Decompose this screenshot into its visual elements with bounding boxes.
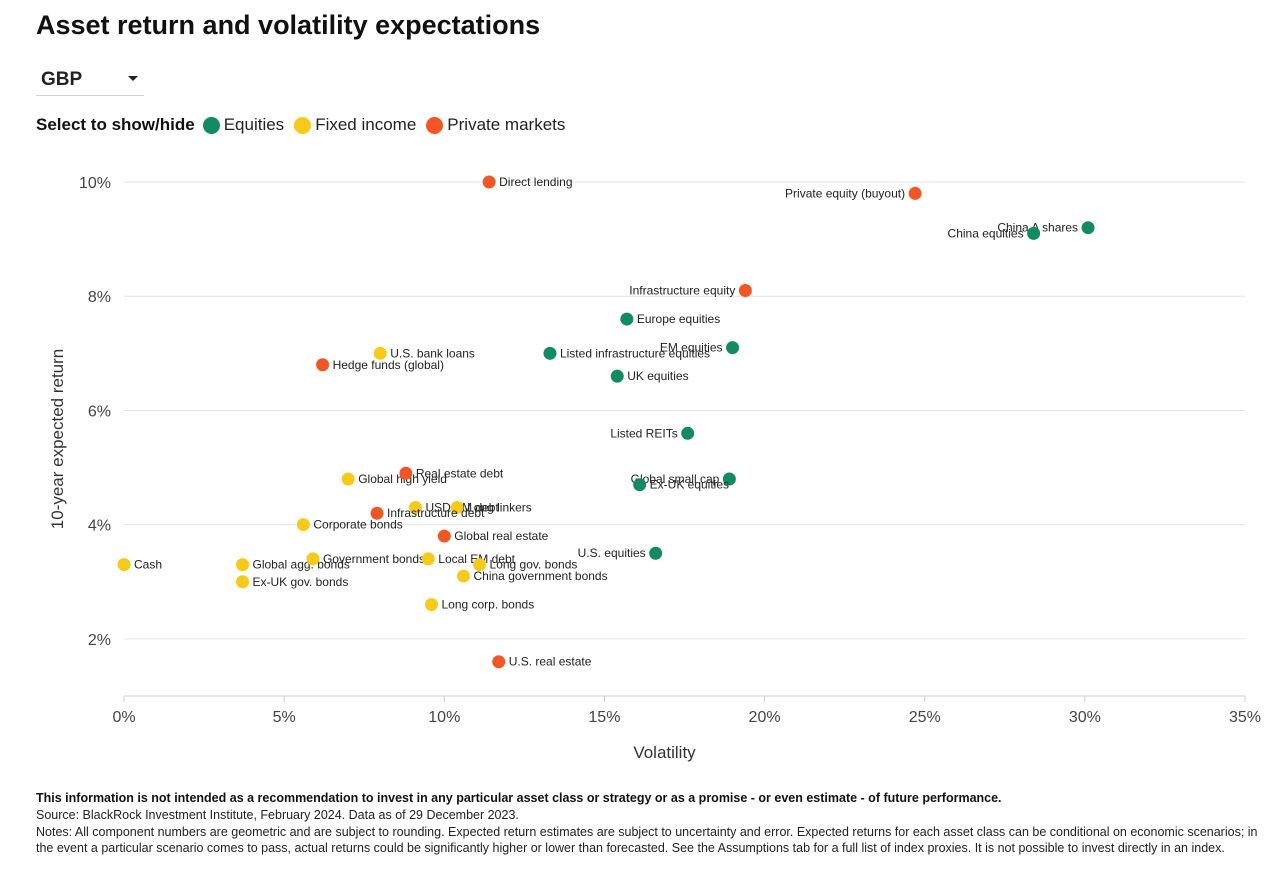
data-label: Private equity (buyout)	[785, 186, 905, 200]
legend-dot-fixed-income	[294, 116, 312, 134]
data-point[interactable]	[373, 346, 387, 360]
y-tick-label: 10%	[79, 175, 111, 192]
data-point[interactable]	[649, 546, 663, 560]
footer-source: Source: BlackRock Investment Institute, …	[36, 807, 519, 822]
x-tick-label: 20%	[749, 709, 781, 726]
data-label: Listed REITs	[610, 426, 677, 440]
currency-selected-value: GBP	[41, 69, 83, 90]
legend: Select to show/hide Equities Fixed incom…	[36, 115, 575, 135]
legend-item-equities[interactable]: Equities	[202, 115, 285, 135]
data-label: Government bonds	[323, 552, 425, 566]
data-label: Cash	[134, 558, 162, 572]
data-label: Long linkers	[467, 501, 532, 515]
data-label: Hedge funds (global)	[333, 358, 444, 372]
data-point[interactable]	[610, 369, 624, 383]
data-label: Europe equities	[637, 312, 720, 326]
data-point[interactable]	[341, 472, 355, 486]
data-label: Long corp. bonds	[441, 598, 534, 612]
y-tick-label: 6%	[88, 403, 111, 420]
data-point[interactable]	[457, 569, 471, 583]
data-label: Direct lending	[499, 175, 572, 189]
data-point[interactable]	[117, 558, 131, 572]
data-label: Global agg. bonds	[253, 558, 350, 572]
y-tick-label: 8%	[88, 289, 111, 306]
data-label: Infrastructure equity	[629, 284, 735, 298]
x-tick-label: 30%	[1069, 709, 1101, 726]
data-label: Ex-UK gov. bonds	[253, 575, 349, 589]
data-point[interactable]	[738, 284, 752, 298]
data-label: UK equities	[627, 369, 688, 383]
legend-item-fixed-income[interactable]: Fixed income	[294, 115, 416, 135]
data-label: U.S. equities	[578, 546, 646, 560]
data-point[interactable]	[633, 478, 647, 492]
x-tick-label: 35%	[1229, 709, 1261, 726]
data-label: China A shares	[997, 221, 1078, 235]
data-point[interactable]	[296, 518, 310, 532]
data-label: Infrastructure debt	[387, 506, 485, 520]
data-point[interactable]	[399, 466, 413, 480]
x-tick-label: 15%	[588, 709, 620, 726]
data-label: China equities	[948, 226, 1024, 240]
data-label: Long gov. bonds	[490, 558, 578, 572]
data-point[interactable]	[236, 558, 250, 572]
data-point[interactable]	[1027, 226, 1041, 240]
data-point[interactable]	[306, 552, 320, 566]
data-point[interactable]	[908, 186, 922, 200]
currency-select[interactable]: GBP	[36, 64, 144, 96]
x-tick-label: 25%	[909, 709, 941, 726]
y-tick-label: 4%	[88, 518, 111, 535]
data-point[interactable]	[437, 529, 451, 543]
x-tick-label: 0%	[112, 709, 135, 726]
data-point[interactable]	[726, 341, 740, 355]
data-point[interactable]	[543, 346, 557, 360]
legend-item-private-markets[interactable]: Private markets	[426, 115, 565, 135]
data-point[interactable]	[620, 312, 634, 326]
data-point[interactable]	[316, 358, 330, 372]
legend-label-equities: Equities	[223, 115, 285, 134]
data-point[interactable]	[236, 575, 250, 589]
data-label: Real estate debt	[416, 466, 504, 480]
data-point[interactable]	[424, 598, 438, 612]
x-tick-label: 10%	[428, 709, 460, 726]
footer-disclaimer: This information is not intended as a re…	[36, 791, 1002, 805]
data-label: Global real estate	[454, 529, 548, 543]
footer-notes: Notes: All component numbers are geometr…	[36, 824, 1258, 856]
data-point[interactable]	[370, 506, 384, 520]
data-label: Corporate bonds	[313, 518, 402, 532]
data-point[interactable]	[408, 501, 422, 515]
data-label: China government bonds	[474, 569, 608, 583]
scatter-chart: 2% 4% 6% 8% 10% 0% 5% 10% 15% 20% 25% 30% 35% Volatil…	[48, 175, 1261, 762]
data-label: U.S. bank loans	[390, 346, 475, 360]
data-point[interactable]	[473, 558, 487, 572]
data-point[interactable]	[421, 552, 435, 566]
data-point[interactable]	[722, 472, 736, 486]
data-point[interactable]	[1081, 221, 1095, 235]
x-axis-title: Volatility	[633, 743, 696, 762]
legend-dot-equities	[202, 116, 220, 134]
legend-label-private-markets: Private markets	[447, 115, 566, 134]
data-label: EM equities	[660, 341, 723, 355]
data-point[interactable]	[482, 175, 496, 189]
page-title: Asset return and volatility expectations	[36, 10, 541, 40]
y-tick-label: 2%	[88, 632, 111, 649]
data-label: Global small cap	[631, 472, 720, 486]
data-label: U.S. real estate	[509, 655, 592, 669]
caret-down-icon	[128, 76, 138, 81]
data-label: Ex-UK equities	[650, 478, 729, 492]
y-axis-title: 10-year expected return	[48, 349, 67, 530]
x-tick-label: 5%	[273, 709, 296, 726]
data-label: Global high yield	[358, 472, 447, 486]
data-point[interactable]	[492, 655, 506, 669]
footer: This information is not intended as a re…	[36, 790, 1266, 857]
legend-prompt: Select to show/hide	[36, 115, 195, 134]
data-point[interactable]	[450, 501, 464, 515]
legend-dot-private-markets	[426, 116, 444, 134]
legend-label-fixed-income: Fixed income	[315, 115, 417, 134]
data-point[interactable]	[681, 426, 695, 440]
data-label: Listed infrastructure equities	[560, 346, 710, 360]
